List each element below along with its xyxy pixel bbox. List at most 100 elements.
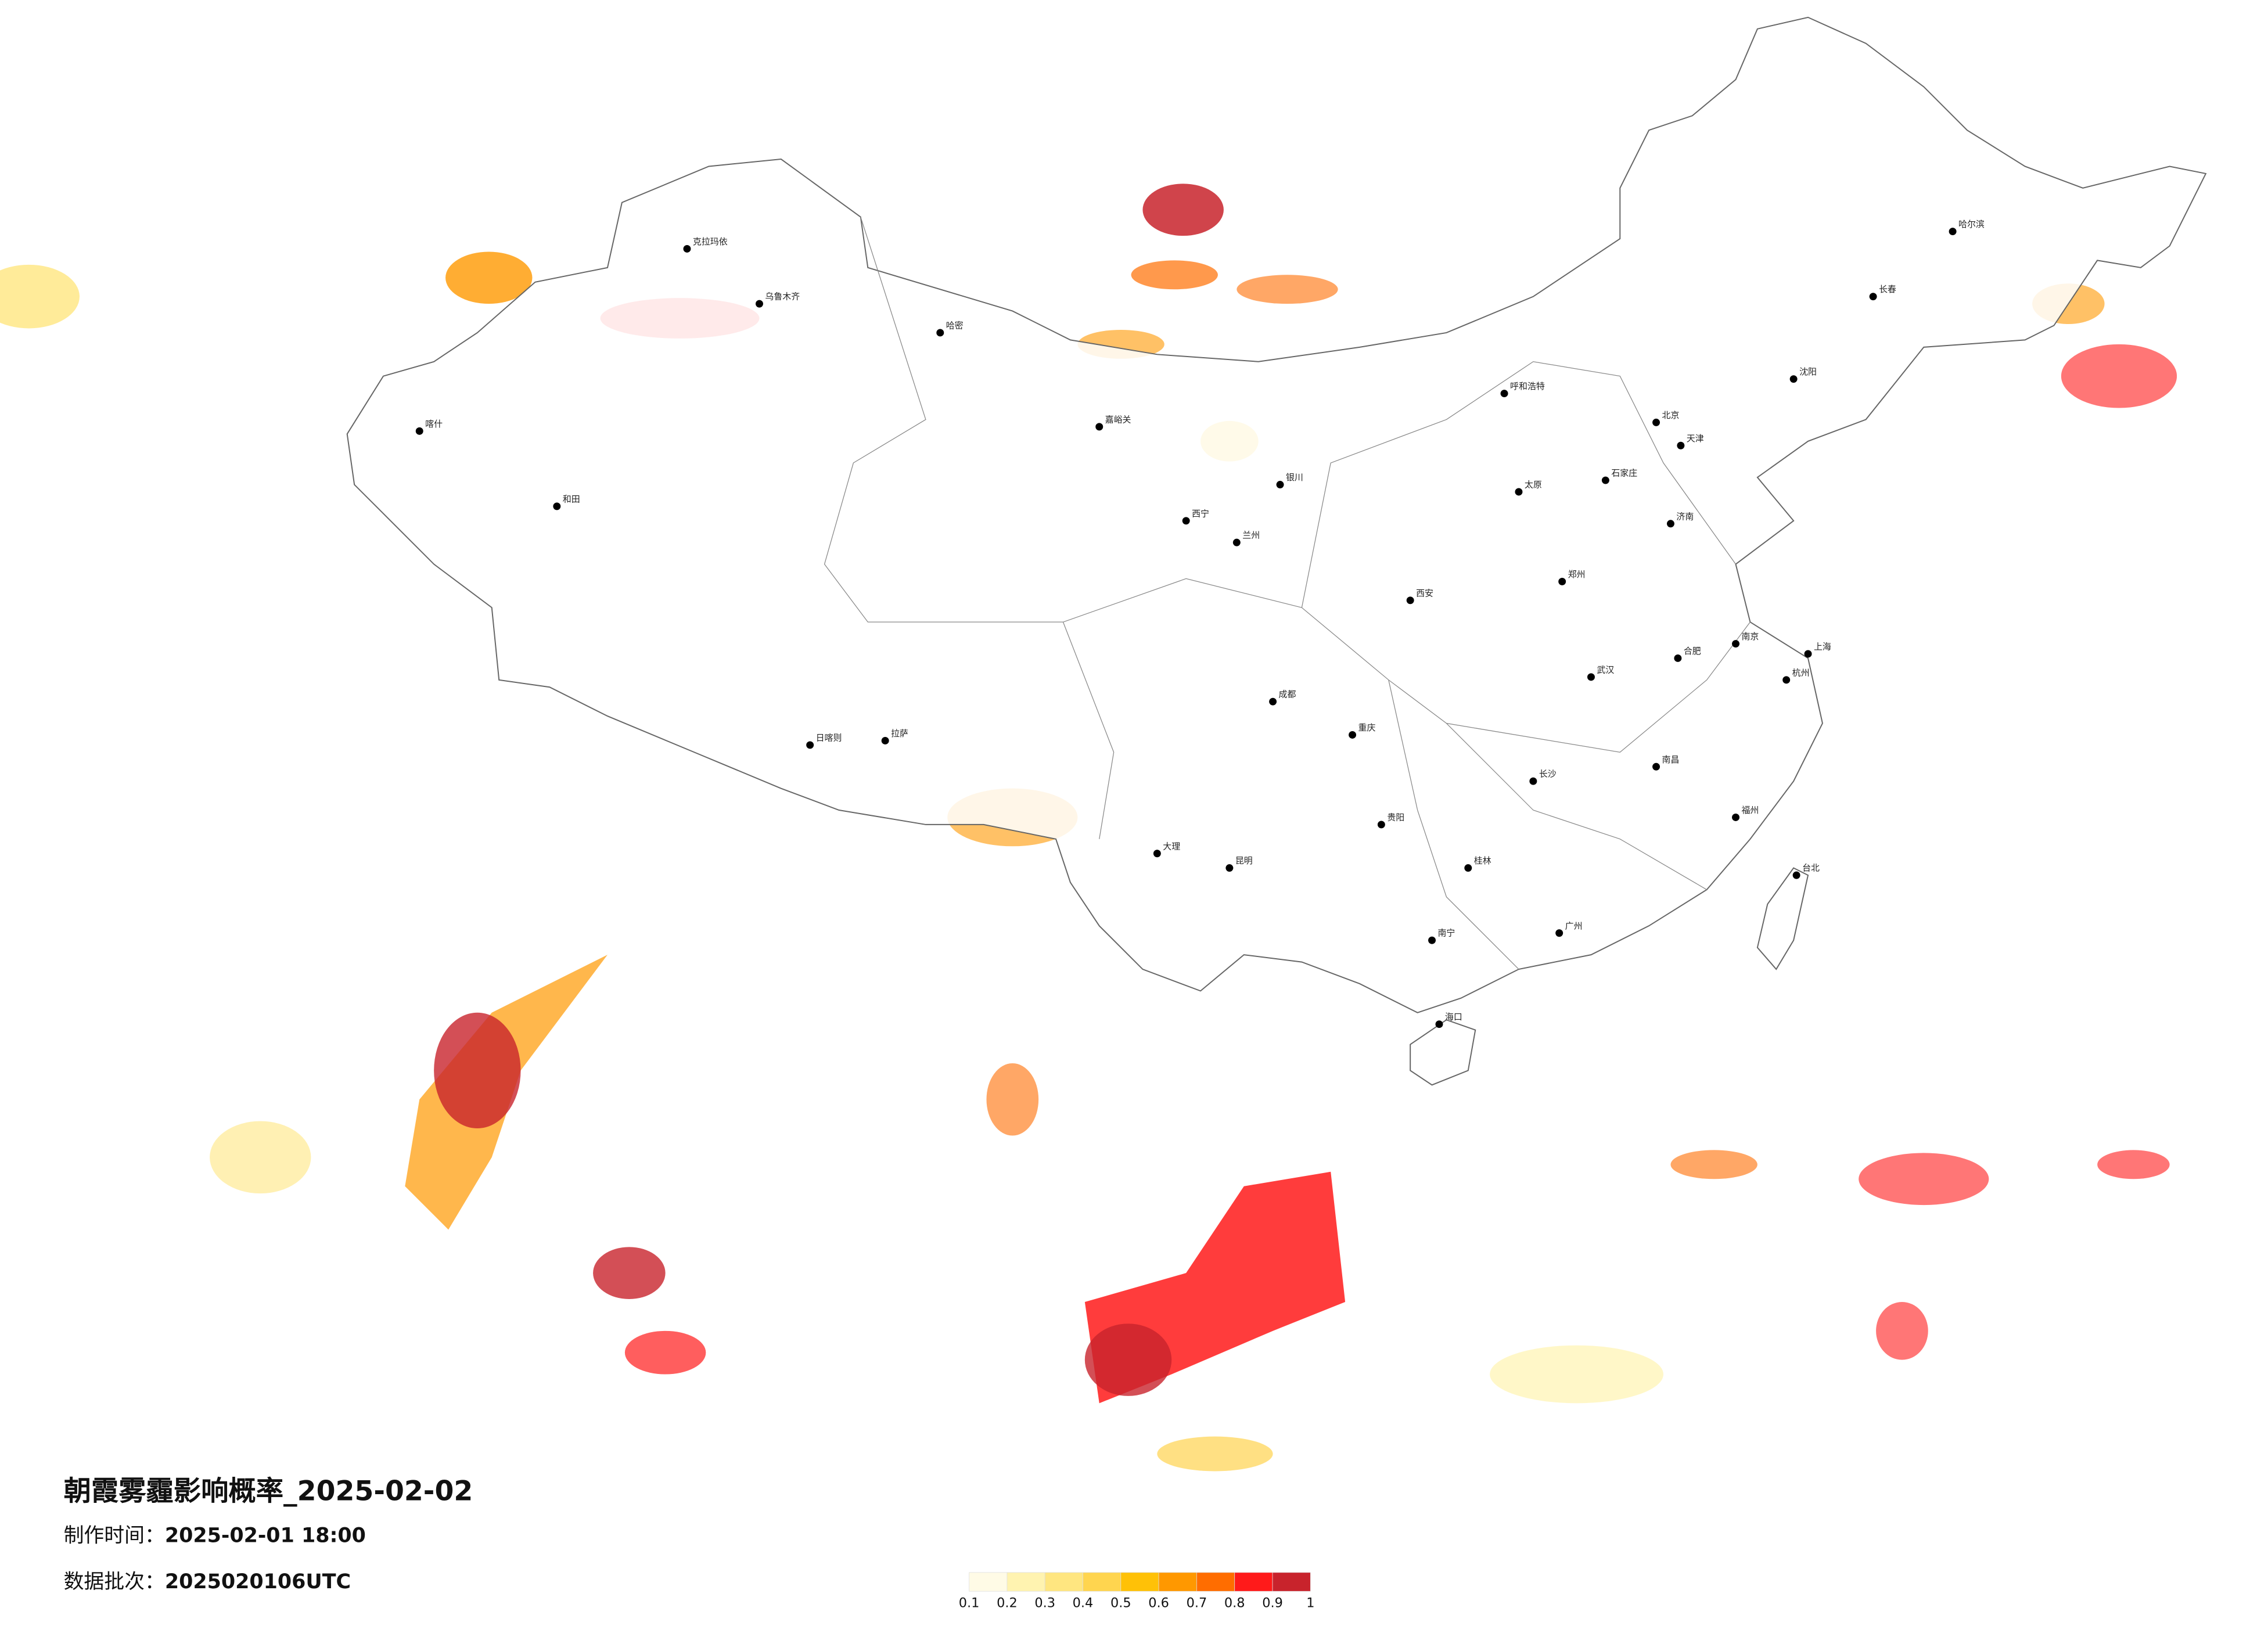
haze-area — [0, 264, 80, 329]
city-dot — [1276, 481, 1284, 488]
city-label: 广州 — [1565, 920, 1583, 931]
city-dot — [1677, 441, 1685, 449]
legend-swatch — [1044, 1572, 1083, 1592]
city-label: 杭州 — [1792, 667, 1810, 678]
legend-tick-label: 0.7 — [1187, 1596, 1207, 1611]
city-dot — [1232, 538, 1241, 546]
legend-swatch — [1007, 1572, 1045, 1592]
city-dot — [1949, 228, 1957, 236]
haze-area — [1670, 1150, 1757, 1179]
legend-swatch — [1120, 1572, 1159, 1592]
city-dot — [1869, 293, 1877, 301]
city-dot — [1652, 418, 1660, 426]
city-label: 贵阳 — [1387, 812, 1404, 822]
legend-swatch — [1234, 1572, 1273, 1592]
legend-tick-label: 0.3 — [1034, 1596, 1055, 1611]
city-label: 哈密 — [946, 320, 964, 330]
city-dot — [1666, 520, 1674, 528]
haze-area — [1131, 260, 1218, 290]
haze-area — [1490, 1345, 1663, 1404]
city-dot — [1377, 821, 1385, 829]
city-dot — [1558, 577, 1566, 585]
city-dot — [1555, 929, 1563, 937]
city-label: 大理 — [1163, 841, 1180, 851]
city-label: 北京 — [1662, 410, 1680, 420]
city-label: 济南 — [1676, 511, 1694, 521]
haze-area — [1084, 1323, 1172, 1396]
city-dot — [881, 736, 889, 744]
city-dot — [936, 329, 944, 337]
city-dot — [1792, 871, 1800, 879]
haze-area — [434, 1012, 521, 1129]
legend-tick-label: 0.4 — [1073, 1596, 1094, 1611]
legend-tick-label: 0.5 — [1110, 1596, 1131, 1611]
legend-swatch — [1158, 1572, 1197, 1592]
legend-tick-label: 0.6 — [1148, 1596, 1169, 1611]
border — [1446, 723, 1708, 890]
city-label: 西安 — [1416, 588, 1433, 598]
city-label: 南宁 — [1437, 928, 1455, 938]
city-label: 重庆 — [1358, 722, 1376, 733]
haze-area — [2097, 1150, 2170, 1179]
legend-swatch — [1272, 1572, 1311, 1592]
city-label: 西宁 — [1192, 508, 1209, 519]
city-dot — [1153, 850, 1161, 858]
legend-swatch — [1083, 1572, 1122, 1592]
city-label: 嘉峪关 — [1105, 414, 1131, 425]
legend-tick-label: 0.1 — [959, 1596, 980, 1611]
city-dot — [1428, 936, 1436, 944]
city-dot — [683, 244, 691, 253]
city-label: 福州 — [1741, 805, 1759, 815]
haze-area — [2061, 344, 2177, 408]
city-dot — [756, 300, 763, 308]
city-dot — [1674, 654, 1682, 662]
city-dot — [1789, 375, 1798, 383]
city-dot — [1587, 673, 1595, 681]
city-label: 呼和浩特 — [1510, 381, 1545, 391]
city-dot — [1515, 488, 1523, 496]
city-dot — [1464, 864, 1472, 872]
city-label: 郑州 — [1568, 569, 1586, 580]
haze-area — [1157, 1436, 1273, 1472]
legend-tick-label: 0.2 — [997, 1596, 1018, 1611]
city-dot — [1732, 640, 1739, 648]
city-label: 天津 — [1687, 433, 1704, 444]
city-dot — [1182, 517, 1190, 525]
country-outline — [346, 16, 2207, 1013]
city-dot — [553, 502, 561, 510]
haze-area — [593, 1247, 666, 1300]
city-dot — [1601, 476, 1609, 484]
city-label: 喀什 — [425, 419, 443, 429]
legend-tick-label: 0.9 — [1262, 1596, 1283, 1611]
city-label: 武汉 — [1597, 664, 1614, 675]
city-dot — [415, 427, 423, 435]
batch-label: 数据批次： — [64, 1570, 165, 1593]
city-label: 哈尔滨 — [1958, 219, 1985, 229]
legend: 0.1 0.2 0.3 0.4 0.5 0.6 0.7 0.8 0.9 1 — [959, 1572, 1314, 1611]
haze-area — [986, 1063, 1039, 1136]
border — [1388, 679, 1519, 970]
batch-value: 2025020106UTC — [165, 1570, 351, 1593]
city-label: 合肥 — [1684, 646, 1701, 656]
issue-time-label: 制作时间： — [64, 1524, 165, 1548]
city-dot — [1782, 676, 1791, 684]
city-dot — [806, 741, 814, 749]
haze-area — [624, 1330, 706, 1375]
map-title: 朝霞雾霾影响概率_2025-02-02 — [64, 1475, 473, 1507]
city-label: 南京 — [1741, 631, 1759, 642]
city-label: 太原 — [1525, 479, 1542, 490]
taiwan-outline — [1756, 867, 1809, 970]
border — [1063, 578, 1751, 753]
city-dot — [1349, 731, 1357, 739]
city-dot — [1500, 390, 1508, 398]
city-label: 乌鲁木齐 — [765, 292, 800, 302]
haze-area — [1876, 1301, 1928, 1360]
city-dot — [1435, 1020, 1443, 1028]
city-label: 兰州 — [1242, 530, 1260, 541]
issue-time-value: 2025-02-01 18:00 — [165, 1524, 366, 1548]
province-borders — [824, 217, 1751, 970]
city-dot — [1406, 596, 1414, 605]
